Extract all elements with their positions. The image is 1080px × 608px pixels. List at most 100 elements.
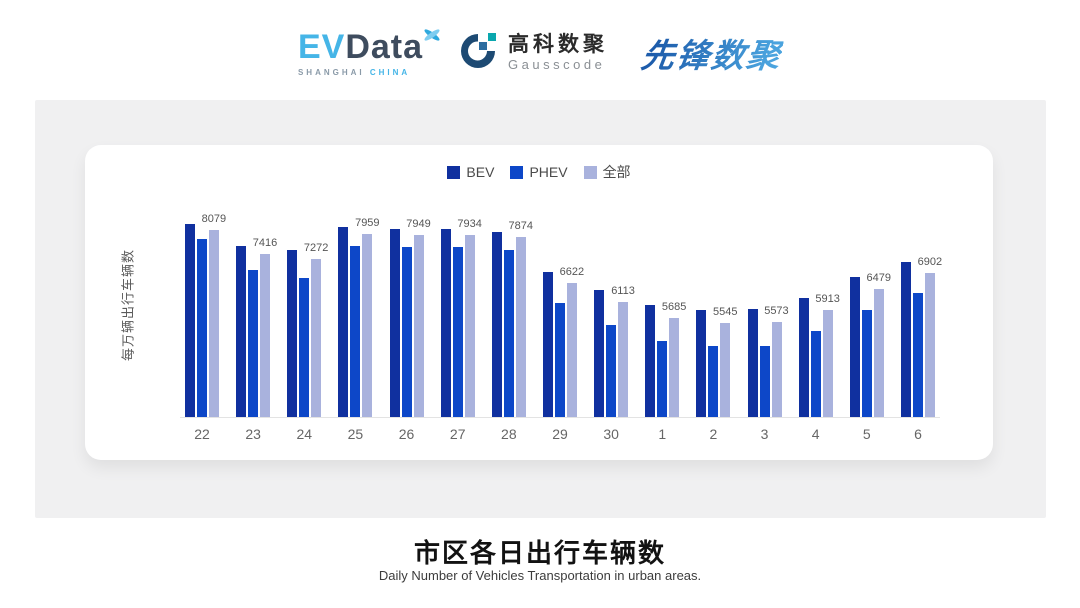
bar-group-5: 6479 — [849, 192, 891, 417]
legend-label: PHEV — [529, 164, 568, 180]
bar-group-25: 7959 — [338, 192, 380, 417]
bar-all-22 — [209, 229, 219, 417]
gausscode-logo: 高科数聚 Gausscode — [457, 30, 608, 77]
bar-all-1 — [669, 318, 680, 417]
bar-bev-2 — [696, 309, 707, 417]
evdata-china-text: CHINA — [369, 67, 411, 77]
bar-phev-30 — [606, 324, 617, 417]
bar-phev-26 — [401, 246, 412, 417]
plot-area: 8079 7416 7272 7959 7949 7934 7874 6622 6113 5685… — [180, 192, 942, 418]
bar-bev-4 — [798, 298, 809, 417]
gausscode-g-icon — [457, 30, 499, 77]
bar-all-24 — [311, 259, 322, 417]
legend-item-phev[interactable]: PHEV — [510, 164, 568, 180]
bar-all-2 — [720, 323, 731, 417]
bar-group-26: 7949 — [389, 192, 431, 417]
bar-phev-28 — [503, 249, 514, 417]
x-tick-30: 30 — [603, 426, 619, 442]
x-tick-29: 29 — [552, 426, 568, 442]
bar-all-30 — [618, 302, 629, 417]
x-tick-26: 26 — [398, 426, 415, 442]
data-label: 7934 — [457, 218, 482, 230]
data-label: 6479 — [866, 271, 891, 284]
bar-bev-26 — [389, 228, 400, 417]
bar-bev-27 — [440, 229, 451, 417]
bar-bev-22 — [185, 224, 195, 417]
bar-phev-5 — [861, 309, 872, 417]
bar-all-4 — [822, 309, 833, 417]
pioneer-logo: 先锋数聚 — [639, 29, 786, 77]
chart-panel: BEV PHEV 全部 每万辆出行车辆数 8079 7416 7272 7959 7949 7… — [35, 100, 1046, 518]
y-axis-title: 每万辆出行车辆数 — [120, 248, 136, 362]
bar-group-27: 7934 — [440, 192, 482, 417]
bar-bev-24 — [287, 249, 298, 417]
x-tick-23: 23 — [245, 426, 261, 442]
x-tick-22: 22 — [194, 426, 210, 442]
bar-bev-1 — [645, 304, 656, 417]
bar-bev-25 — [338, 227, 349, 417]
x-tick-28: 28 — [501, 426, 517, 442]
chart-title: 市区各日出行车辆数 — [413, 538, 666, 568]
data-label: 5573 — [764, 305, 789, 318]
x-tick-25: 25 — [347, 426, 364, 442]
bar-group-22: 8079 — [185, 192, 226, 417]
bar-phev-2 — [708, 345, 719, 417]
gausscode-cn-text: 高科数聚 — [508, 33, 609, 57]
bar-all-29 — [566, 283, 577, 417]
bar-all-3 — [771, 322, 782, 417]
propeller-icon — [419, 22, 445, 52]
data-label: 7272 — [303, 242, 329, 255]
legend-item-bev[interactable]: BEV — [447, 164, 494, 180]
evdata-wordmark: EVData — [298, 30, 423, 64]
data-label: 6622 — [559, 266, 585, 279]
bar-group-4: 5913 — [798, 192, 840, 417]
data-label: 7959 — [355, 217, 380, 230]
bar-group-30: 6113 — [594, 192, 635, 417]
bar-bev-23 — [236, 245, 247, 417]
bar-phev-29 — [554, 303, 565, 417]
data-label: 5913 — [815, 292, 840, 305]
data-label: 7874 — [508, 220, 533, 233]
data-label: 5685 — [661, 301, 687, 313]
evdata-shanghai-text: SHANGHAI — [297, 67, 365, 77]
data-label: 7416 — [252, 237, 278, 250]
evdata-data-text: Data — [345, 27, 424, 66]
data-label: 7949 — [406, 217, 431, 230]
bar-bev-3 — [747, 308, 758, 417]
legend-label: 全部 — [602, 164, 631, 180]
evdata-ev-text: EV — [297, 27, 346, 66]
x-tick-1: 1 — [658, 426, 667, 442]
bar-group-1: 5685 — [645, 192, 686, 417]
data-label: 6113 — [611, 285, 635, 298]
bar-phev-25 — [350, 245, 361, 417]
bar-group-24: 7272 — [287, 192, 328, 417]
chart-card: BEV PHEV 全部 每万辆出行车辆数 8079 7416 7272 7959 7949 7… — [85, 145, 993, 460]
bar-group-29: 6622 — [542, 192, 584, 417]
bar-phev-4 — [810, 331, 821, 417]
bar-all-27 — [464, 235, 475, 417]
bar-bev-5 — [849, 277, 860, 417]
legend-label: BEV — [466, 164, 495, 180]
legend-item-all[interactable]: 全部 — [583, 162, 631, 182]
x-tick-4: 4 — [811, 426, 820, 442]
logo-header: EVData SHANGHAI CHINA — [0, 18, 1080, 88]
bar-all-5 — [873, 288, 884, 417]
bar-all-25 — [362, 234, 373, 417]
bar-bev-6 — [900, 261, 911, 417]
bar-group-3: 5573 — [747, 192, 789, 417]
bar-group-28: 7874 — [491, 192, 533, 417]
bar-bev-29 — [542, 272, 553, 417]
x-tick-24: 24 — [296, 426, 313, 442]
x-tick-27: 27 — [449, 426, 466, 442]
gausscode-texts: 高科数聚 Gausscode — [508, 34, 608, 72]
bar-phev-22 — [197, 238, 207, 417]
bar-bev-30 — [594, 289, 605, 417]
data-label: 8079 — [201, 212, 227, 225]
legend-swatch-icon — [447, 165, 461, 179]
legend-swatch-icon — [510, 165, 524, 179]
x-tick-5: 5 — [862, 426, 871, 442]
bar-phev-6 — [912, 293, 923, 417]
x-tick-2: 2 — [709, 426, 718, 442]
bar-phev-3 — [759, 345, 770, 417]
